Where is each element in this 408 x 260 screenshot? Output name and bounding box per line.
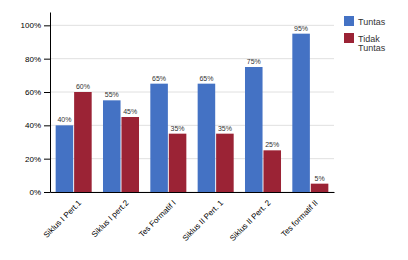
- y-tick-label: 60%: [25, 88, 41, 97]
- data-label: 25%: [265, 141, 279, 148]
- x-tick-label: Siklus II Pert. 2: [228, 198, 273, 243]
- bars: [56, 34, 329, 192]
- grid-line: [50, 125, 334, 126]
- grid-line: [50, 25, 334, 26]
- y-tick-label: 40%: [25, 121, 41, 130]
- y-tick-label: 0%: [29, 188, 41, 197]
- legend-swatch: [344, 16, 354, 26]
- y-tick-label: 20%: [25, 155, 41, 164]
- bar: [74, 92, 92, 192]
- y-tick: 20%: [25, 155, 50, 164]
- grid-line: [50, 92, 334, 93]
- plot: 40% 55% 65% 65% 75% 95% 60% 45% 35% 35% 25% 5% 0% 20%…: [21, 13, 335, 243]
- x-axis: Siklus I Pert.1Siklus I pert.2Tes Format…: [42, 193, 335, 243]
- data-label: 40%: [57, 116, 71, 123]
- legend: Tuntas TidakTuntas: [344, 16, 386, 53]
- y-tick: 0%: [29, 188, 50, 197]
- bar: [263, 150, 281, 192]
- y-tick-mark: [44, 125, 50, 126]
- x-tick: Siklus I Pert.1: [42, 198, 84, 240]
- x-tick-label: Siklus I pert.2: [90, 198, 131, 239]
- bar: [150, 84, 168, 192]
- y-tick-label: 100%: [21, 21, 41, 30]
- data-label: 45%: [123, 108, 137, 115]
- bar: [56, 125, 74, 192]
- x-tick-label: Siklus II Pert. 1: [181, 198, 226, 243]
- x-tick-label: Tes formatif II: [279, 199, 319, 239]
- bar: [245, 67, 263, 192]
- y-tick: 60%: [25, 88, 50, 97]
- data-label: 5%: [315, 175, 325, 182]
- legend-label: TidakTuntas: [358, 34, 386, 54]
- bar: [311, 184, 329, 192]
- x-tick: Tes formatif II: [279, 199, 319, 239]
- x-tick: Tes Formatif I: [137, 199, 178, 240]
- bar: [103, 100, 121, 192]
- legend-item: TidakTuntas: [344, 33, 386, 53]
- data-label: 35%: [171, 125, 185, 132]
- data-label: 60%: [76, 83, 90, 90]
- legend-swatch: [344, 33, 354, 43]
- y-axis-line: [50, 13, 51, 193]
- data-label: 55%: [105, 91, 119, 98]
- data-label: 65%: [199, 75, 213, 82]
- y-tick: 100%: [21, 21, 50, 30]
- bar: [169, 134, 187, 192]
- legend-item: Tuntas: [344, 16, 386, 27]
- x-tick: Siklus I pert.2: [90, 198, 131, 239]
- bar: [216, 134, 234, 192]
- bar: [198, 84, 216, 192]
- x-tick-label: Tes Formatif I: [137, 199, 178, 240]
- y-axis: 0% 20% 40% 60% 80% 100%: [21, 13, 51, 198]
- x-tick: Siklus II Pert. 2: [228, 198, 273, 243]
- y-tick: 80%: [25, 55, 50, 64]
- x-axis-line: [51, 192, 335, 193]
- data-label: 95%: [294, 25, 308, 32]
- grid-line: [50, 158, 334, 159]
- bar: [292, 34, 310, 192]
- chart: 40% 55% 65% 65% 75% 95% 60% 45% 35% 35% 25% 5% 0% 20%…: [0, 0, 408, 260]
- y-tick-mark: [44, 192, 50, 193]
- grid-line: [50, 192, 334, 193]
- bar: [121, 117, 139, 192]
- data-labels: 40% 55% 65% 65% 75% 95% 60% 45% 35% 35% 25% 5%: [57, 25, 324, 182]
- y-tick-mark: [44, 92, 50, 93]
- x-tick-label: Siklus I Pert.1: [42, 198, 84, 240]
- y-tick-mark: [44, 59, 50, 60]
- legend-label: Tuntas: [358, 17, 386, 27]
- y-tick-label: 80%: [25, 55, 41, 64]
- y-tick-mark: [44, 25, 50, 26]
- data-label: 75%: [247, 58, 261, 65]
- y-tick: 40%: [25, 121, 50, 130]
- grid-line: [50, 58, 334, 59]
- x-tick: Siklus II Pert. 1: [181, 198, 226, 243]
- data-label: 65%: [152, 75, 166, 82]
- data-label: 35%: [218, 125, 232, 132]
- y-tick-mark: [44, 159, 50, 160]
- grid: [50, 25, 334, 192]
